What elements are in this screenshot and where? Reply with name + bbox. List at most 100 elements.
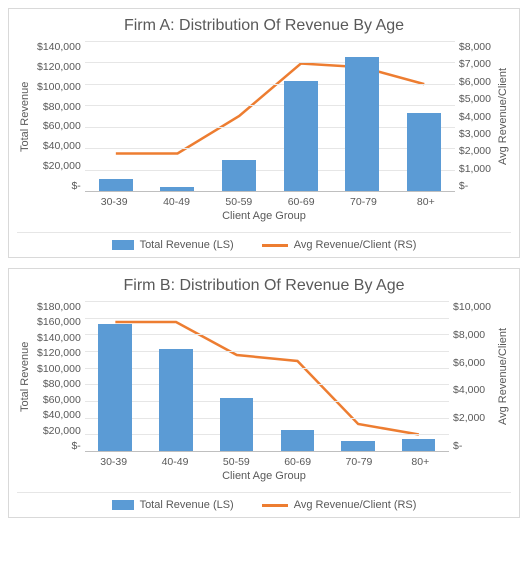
chart-a-title: Firm A: Distribution Of Revenue By Age [17, 17, 511, 35]
bar-swatch-icon [112, 240, 134, 250]
chart-firm-a: Firm A: Distribution Of Revenue By Age T… [8, 8, 520, 258]
x-tick: 50-59 [206, 456, 267, 468]
x-tick: 60-69 [267, 456, 328, 468]
x-tick: 30-39 [83, 456, 144, 468]
grid-line [85, 318, 449, 319]
bar [341, 441, 374, 451]
bar [407, 113, 441, 191]
x-tick: 50-59 [208, 196, 270, 208]
y-left-tick: $80,000 [37, 378, 81, 390]
x-tick: 40-49 [144, 456, 205, 468]
y-left-tick: $120,000 [37, 61, 81, 73]
grid-line [85, 351, 449, 352]
bar-swatch-icon [112, 500, 134, 510]
chart-b-y-right-ticks: $10,000 $8,000 $6,000 $4,000 $2,000 $- [449, 301, 495, 452]
x-tick: 60-69 [270, 196, 332, 208]
chart-b-line-svg [85, 301, 449, 451]
chart-b-x-label: Client Age Group [17, 470, 511, 482]
bar [222, 160, 256, 191]
y-left-tick: $180,000 [37, 301, 81, 313]
chart-a-line-svg [85, 41, 455, 191]
y-right-tick: $8,000 [453, 329, 491, 341]
chart-a-y-right-ticks: $8,000$7,000$6,000$5,000$4,000$3,000$2,0… [455, 41, 495, 192]
grid-line [85, 170, 455, 171]
bar [159, 349, 192, 451]
bar [281, 430, 314, 451]
y-left-tick: $100,000 [37, 81, 81, 93]
grid-line [85, 434, 449, 435]
grid-line [85, 368, 449, 369]
grid-line [85, 334, 449, 335]
y-left-tick: $140,000 [37, 332, 81, 344]
chart-a-y-left-label: Total Revenue [17, 41, 33, 192]
y-left-tick: $20,000 [37, 160, 81, 172]
bar [160, 187, 194, 191]
grid-line [85, 301, 449, 302]
y-right-tick: $6,000 [459, 76, 491, 88]
legend-bar-item: Total Revenue (LS) [112, 239, 234, 251]
chart-b-plot-area [85, 301, 449, 452]
y-left-tick: $80,000 [37, 101, 81, 113]
chart-b-legend: Total Revenue (LS) Avg Revenue/Client (R… [17, 492, 511, 511]
bar [220, 398, 253, 451]
chart-a-plot-area [85, 41, 455, 192]
chart-b-y-left-label: Total Revenue [17, 301, 33, 452]
chart-a-x-label: Client Age Group [17, 210, 511, 222]
y-left-tick: $60,000 [37, 394, 81, 406]
legend-bar-item: Total Revenue (LS) [112, 499, 234, 511]
legend-line-item: Avg Revenue/Client (RS) [262, 499, 417, 511]
y-right-tick: $6,000 [453, 357, 491, 369]
x-tick: 40-49 [145, 196, 207, 208]
y-left-tick: $20,000 [37, 425, 81, 437]
bar [284, 81, 318, 191]
y-left-tick: $- [37, 440, 81, 452]
chart-b-title: Firm B: Distribution Of Revenue By Age [17, 277, 511, 295]
y-left-tick: $40,000 [37, 140, 81, 152]
grid-line [85, 401, 449, 402]
grid-line [85, 148, 455, 149]
grid-line [85, 84, 455, 85]
y-right-tick: $1,000 [459, 163, 491, 175]
grid-line [85, 105, 455, 106]
legend-line-label: Avg Revenue/Client (RS) [294, 239, 417, 251]
y-left-tick: $140,000 [37, 41, 81, 53]
y-right-tick: $- [459, 180, 491, 192]
bar [345, 57, 379, 191]
y-left-tick: $- [37, 180, 81, 192]
legend-line-label: Avg Revenue/Client (RS) [294, 499, 417, 511]
chart-a-y-right-label: Avg Revenue/Client [495, 41, 511, 192]
grid-line [85, 418, 449, 419]
y-right-tick: $8,000 [459, 41, 491, 53]
grid-line [85, 62, 455, 63]
y-left-tick: $100,000 [37, 363, 81, 375]
legend-line-item: Avg Revenue/Client (RS) [262, 239, 417, 251]
bar [402, 439, 435, 451]
y-right-tick: $4,000 [453, 384, 491, 396]
x-tick: 70-79 [332, 196, 394, 208]
y-right-tick: $4,000 [459, 111, 491, 123]
x-tick: 70-79 [328, 456, 389, 468]
chart-b-plot-row: Total Revenue $180,000$160,000$140,000$1… [17, 301, 511, 452]
chart-a-legend: Total Revenue (LS) Avg Revenue/Client (R… [17, 232, 511, 251]
y-right-tick: $5,000 [459, 93, 491, 105]
grid-line [85, 127, 455, 128]
legend-bar-label: Total Revenue (LS) [140, 499, 234, 511]
y-right-tick: $10,000 [453, 301, 491, 313]
chart-a-plot-row: Total Revenue $140,000 $120,000 $100,000 $8… [17, 41, 511, 192]
y-right-tick: $7,000 [459, 58, 491, 70]
chart-a-x-ticks: 30-3940-4950-5960-6970-7980+ [83, 192, 457, 208]
chart-b-y-left-ticks: $180,000$160,000$140,000$120,000$100,000… [33, 301, 85, 452]
grid-line [85, 41, 455, 42]
y-left-tick: $40,000 [37, 409, 81, 421]
bar [99, 179, 133, 191]
y-right-tick: $- [453, 440, 491, 452]
y-right-tick: $2,000 [453, 412, 491, 424]
x-tick: 80+ [395, 196, 457, 208]
chart-b-x-ticks: 30-3940-4950-5960-6970-7980+ [83, 452, 451, 468]
bar [98, 324, 131, 452]
y-left-tick: $120,000 [37, 347, 81, 359]
y-left-tick: $60,000 [37, 120, 81, 132]
line-swatch-icon [262, 244, 288, 247]
y-right-tick: $2,000 [459, 145, 491, 157]
chart-b-y-right-label: Avg Revenue/Client [495, 301, 511, 452]
